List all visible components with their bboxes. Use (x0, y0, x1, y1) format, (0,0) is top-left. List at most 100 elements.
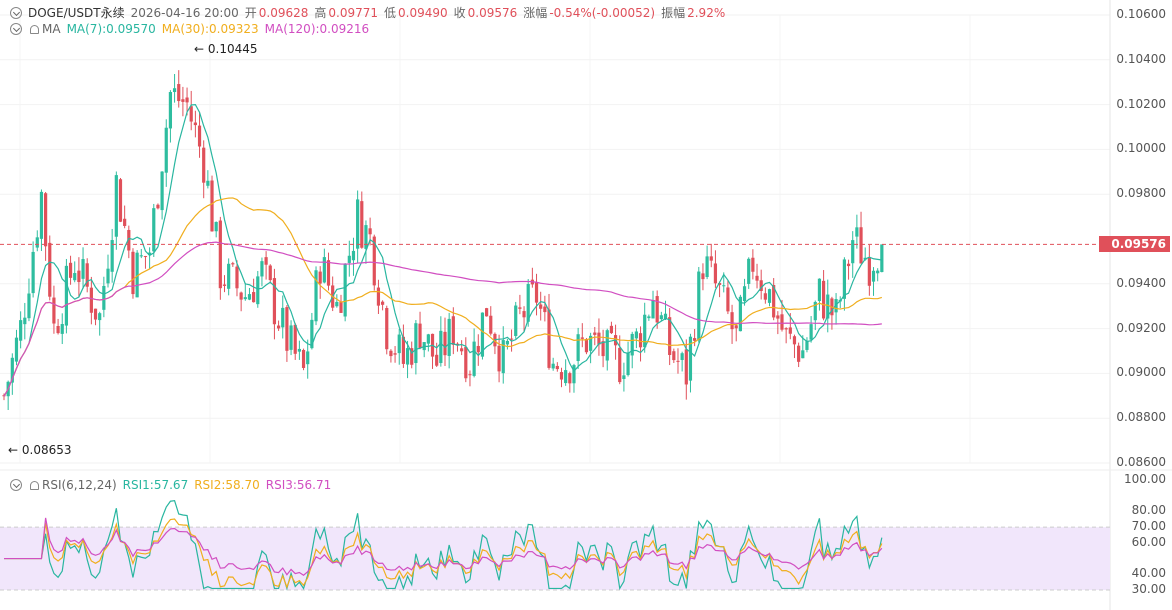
candle-body (139, 255, 143, 257)
candle-body (780, 314, 784, 330)
candle-body (235, 266, 239, 289)
price-tick-label: 0.09800 (1116, 186, 1166, 201)
candle-body (584, 339, 589, 353)
candle-body (589, 335, 593, 351)
candle-body (177, 84, 181, 102)
candle-body (14, 337, 19, 362)
candle-body (231, 263, 235, 265)
symbol-name[interactable]: DOGE/USDT永续 (28, 6, 125, 20)
candle-body (289, 325, 293, 350)
candle-body (630, 333, 634, 356)
candle-body (35, 237, 39, 248)
candle-body (435, 354, 439, 366)
candle-body (376, 287, 381, 306)
candle-body (876, 270, 880, 274)
candle-body (210, 180, 214, 232)
price-tick-label: 0.10600 (1116, 7, 1166, 21)
candle-body (193, 122, 197, 126)
chevron-down-icon[interactable] (10, 23, 22, 35)
price-tick-label: 0.09000 (1116, 365, 1166, 380)
candle-body (447, 318, 451, 356)
rsi-tick-label: 100.00 (1124, 472, 1166, 486)
candle-body (106, 268, 110, 284)
ma-label: MA (42, 22, 61, 36)
candle-body (172, 88, 177, 93)
candle-body (568, 373, 572, 384)
rsi-tick-label: 30.00 (1131, 582, 1166, 596)
candle-body (451, 316, 455, 345)
candle-body (372, 236, 376, 286)
candle-body (526, 284, 530, 322)
candle-body (160, 171, 164, 211)
rsi-tick-label: 70.00 (1131, 519, 1166, 534)
candle-body (464, 347, 468, 379)
chevron-down-icon[interactable] (10, 479, 22, 491)
candle-body (468, 374, 472, 376)
candle-body (110, 240, 114, 272)
candle-body (148, 252, 152, 255)
bell-icon[interactable] (30, 24, 39, 34)
candle-body (867, 257, 871, 286)
candle-body (672, 351, 676, 361)
candle-body (23, 317, 27, 325)
candle-body (389, 350, 393, 357)
candle-body (634, 331, 638, 339)
price-tick-label: 0.10000 (1116, 141, 1166, 156)
candle-body (709, 256, 713, 261)
amplitude-value: 2.92% (687, 5, 726, 20)
candle-body (297, 348, 301, 352)
candle-body (551, 363, 555, 369)
candle-body (618, 347, 622, 383)
change-label: 涨幅 (523, 6, 548, 20)
candle-body (543, 306, 547, 313)
candle-body (601, 341, 605, 357)
candle-body (522, 311, 526, 318)
candle-body (821, 280, 826, 319)
bell-icon[interactable] (30, 480, 39, 490)
candle-body (509, 338, 514, 340)
chevron-down-icon[interactable] (10, 6, 22, 19)
candle-body (44, 193, 48, 247)
candle-body (27, 293, 31, 319)
candle-body (776, 315, 780, 319)
candle-body (293, 324, 297, 354)
candle-body (701, 273, 705, 280)
candle-body (214, 221, 218, 232)
candle-body (10, 357, 14, 383)
candle-body (497, 345, 501, 372)
candle-body (705, 256, 709, 278)
candle-body (135, 252, 139, 298)
candle-body (784, 328, 788, 330)
candle-body (663, 313, 668, 319)
candle-body (52, 297, 56, 324)
rsi2-value: RSI2:58.70 (194, 478, 260, 492)
candle-body (202, 147, 206, 183)
candle-body (93, 308, 98, 320)
candle-body (559, 372, 564, 380)
candle-body (805, 341, 809, 350)
candle-body (576, 334, 580, 362)
high-value: 0.09771 (328, 5, 379, 20)
candle-body (680, 353, 684, 360)
candle-body (817, 278, 822, 302)
candle-body (514, 305, 518, 337)
ma7-value: MA(7):0.09570 (66, 22, 156, 36)
candle-body (697, 271, 701, 341)
candle-body (364, 225, 368, 249)
ma30-value: MA(30):0.09323 (161, 22, 259, 36)
candle-body (356, 199, 360, 249)
candle-body (81, 259, 85, 279)
price-tick-label: 0.10200 (1116, 96, 1166, 111)
candle-body (797, 345, 801, 362)
candle-body (89, 287, 93, 313)
candle-body (455, 343, 460, 345)
candle-body (397, 334, 401, 354)
candle-body (185, 97, 189, 103)
candle-body (143, 256, 148, 258)
candle-body (809, 324, 813, 340)
amplitude-label: 振幅 (661, 6, 686, 20)
candle-body (168, 92, 173, 129)
candle-body (335, 301, 339, 307)
candle-body (572, 365, 576, 384)
